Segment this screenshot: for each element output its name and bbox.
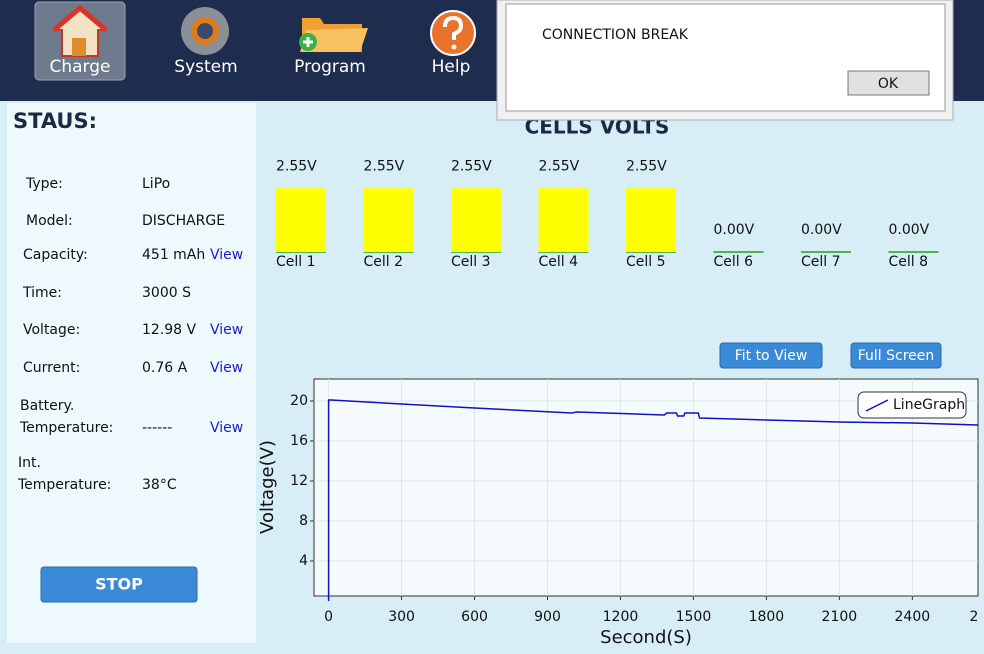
tool-button[interactable] (719, 342, 823, 369)
y-tick-label: 20 (290, 393, 308, 409)
cell-volts: 2.55V (364, 158, 405, 174)
status-label: Model: (26, 213, 73, 229)
legend-label: LineGraph (893, 397, 965, 413)
icon-help (430, 10, 476, 56)
x-tick-label: 1500 (676, 609, 712, 625)
cell-label: Cell 8 (889, 254, 929, 270)
cell-volts: 2.55V (276, 158, 317, 174)
legend-swatch (865, 399, 889, 412)
x-tick-label: 600 (461, 609, 488, 625)
x-tick-label: 300 (388, 609, 415, 625)
cell-label: Cell 3 (451, 254, 491, 270)
status-label: Battery. (20, 398, 74, 414)
y-tick-label: 16 (290, 433, 308, 449)
nav-label[interactable]: Help (432, 57, 471, 77)
nav-label[interactable]: System (174, 57, 237, 77)
status-value: LiPo (142, 176, 170, 192)
cell-bar (363, 188, 414, 252)
stop-button[interactable]: STOP (40, 566, 198, 603)
cell-label: Cell 6 (714, 254, 754, 270)
x-tick-label: 1800 (749, 609, 785, 625)
x-tick-label: 2400 (895, 609, 931, 625)
y-tick-label: 8 (299, 513, 308, 529)
status-label: Temperature: (19, 420, 113, 436)
status-value: 3000 S (142, 285, 191, 301)
status-label: Int. (18, 455, 41, 471)
status-label: Time: (22, 285, 62, 301)
status-value: DISCHARGE (142, 213, 225, 229)
x-tick-label: 0 (324, 609, 333, 625)
cell-bar (451, 188, 501, 252)
stop-label[interactable]: STOP (95, 575, 143, 594)
status-title: STAUS: (13, 109, 97, 133)
status-panel (7, 103, 256, 643)
cell-label: Cell 7 (801, 254, 841, 270)
y-axis-label: Voltage(V) (257, 440, 278, 534)
status-value: 451 mAh (142, 247, 205, 263)
status-label: Type: (25, 176, 63, 192)
cell-bar (276, 188, 326, 252)
cell-label: Cell 4 (539, 254, 579, 270)
cell-volts: 0.00V (889, 222, 930, 238)
tool-button-label[interactable]: Full Screen (858, 348, 935, 364)
cell-volts: 0.00V (801, 222, 842, 238)
dialog: CONNECTION BREAK OK (496, 0, 954, 121)
cell-label: Cell 5 (626, 254, 666, 270)
nav-label[interactable]: Program (294, 57, 366, 77)
icon-gear (181, 7, 229, 55)
status-label: Voltage: (23, 322, 80, 338)
cell-volts: 2.55V (626, 158, 667, 174)
cell-label: Cell 2 (364, 254, 404, 270)
status-label: Temperature: (17, 477, 111, 493)
status-value: 12.98 V (142, 322, 197, 338)
cell-volts: 0.00V (714, 222, 755, 238)
view-link[interactable]: View (210, 247, 243, 263)
ok-button[interactable] (847, 70, 930, 96)
x-tick-label: 2 (970, 609, 979, 625)
y-tick-label: 4 (299, 553, 308, 569)
cell-volts: 2.55V (451, 158, 492, 174)
status-value: 38°C (142, 477, 177, 493)
icon-house (52, 4, 108, 57)
tool-button-label[interactable]: Fit to View (735, 348, 808, 364)
status-value: 0.76 A (142, 360, 188, 376)
dialog-message: CONNECTION BREAK (542, 27, 689, 43)
x-axis-label: Second(S) (600, 627, 692, 648)
x-tick-label: 2100 (822, 609, 858, 625)
nav-label[interactable]: Charge (49, 57, 110, 77)
cell-label: Cell 1 (276, 254, 316, 270)
line-series (327, 399, 979, 601)
cell-bar (538, 188, 589, 252)
view-link[interactable]: View (210, 360, 243, 376)
icon-folder (299, 18, 368, 52)
view-link[interactable]: View (210, 420, 243, 436)
status-value: ------ (142, 420, 172, 436)
y-tick-label: 12 (290, 473, 308, 489)
x-tick-label: 1200 (603, 609, 639, 625)
x-tick-label: 900 (534, 609, 561, 625)
ok-label[interactable]: OK (878, 76, 899, 92)
legend-box (857, 391, 967, 419)
view-link[interactable]: View (210, 322, 243, 338)
status-label: Capacity: (23, 247, 88, 263)
status-label: Current: (23, 360, 80, 376)
tool-button[interactable] (850, 342, 942, 369)
cell-volts: 2.55V (539, 158, 580, 174)
cell-bar (626, 188, 676, 252)
